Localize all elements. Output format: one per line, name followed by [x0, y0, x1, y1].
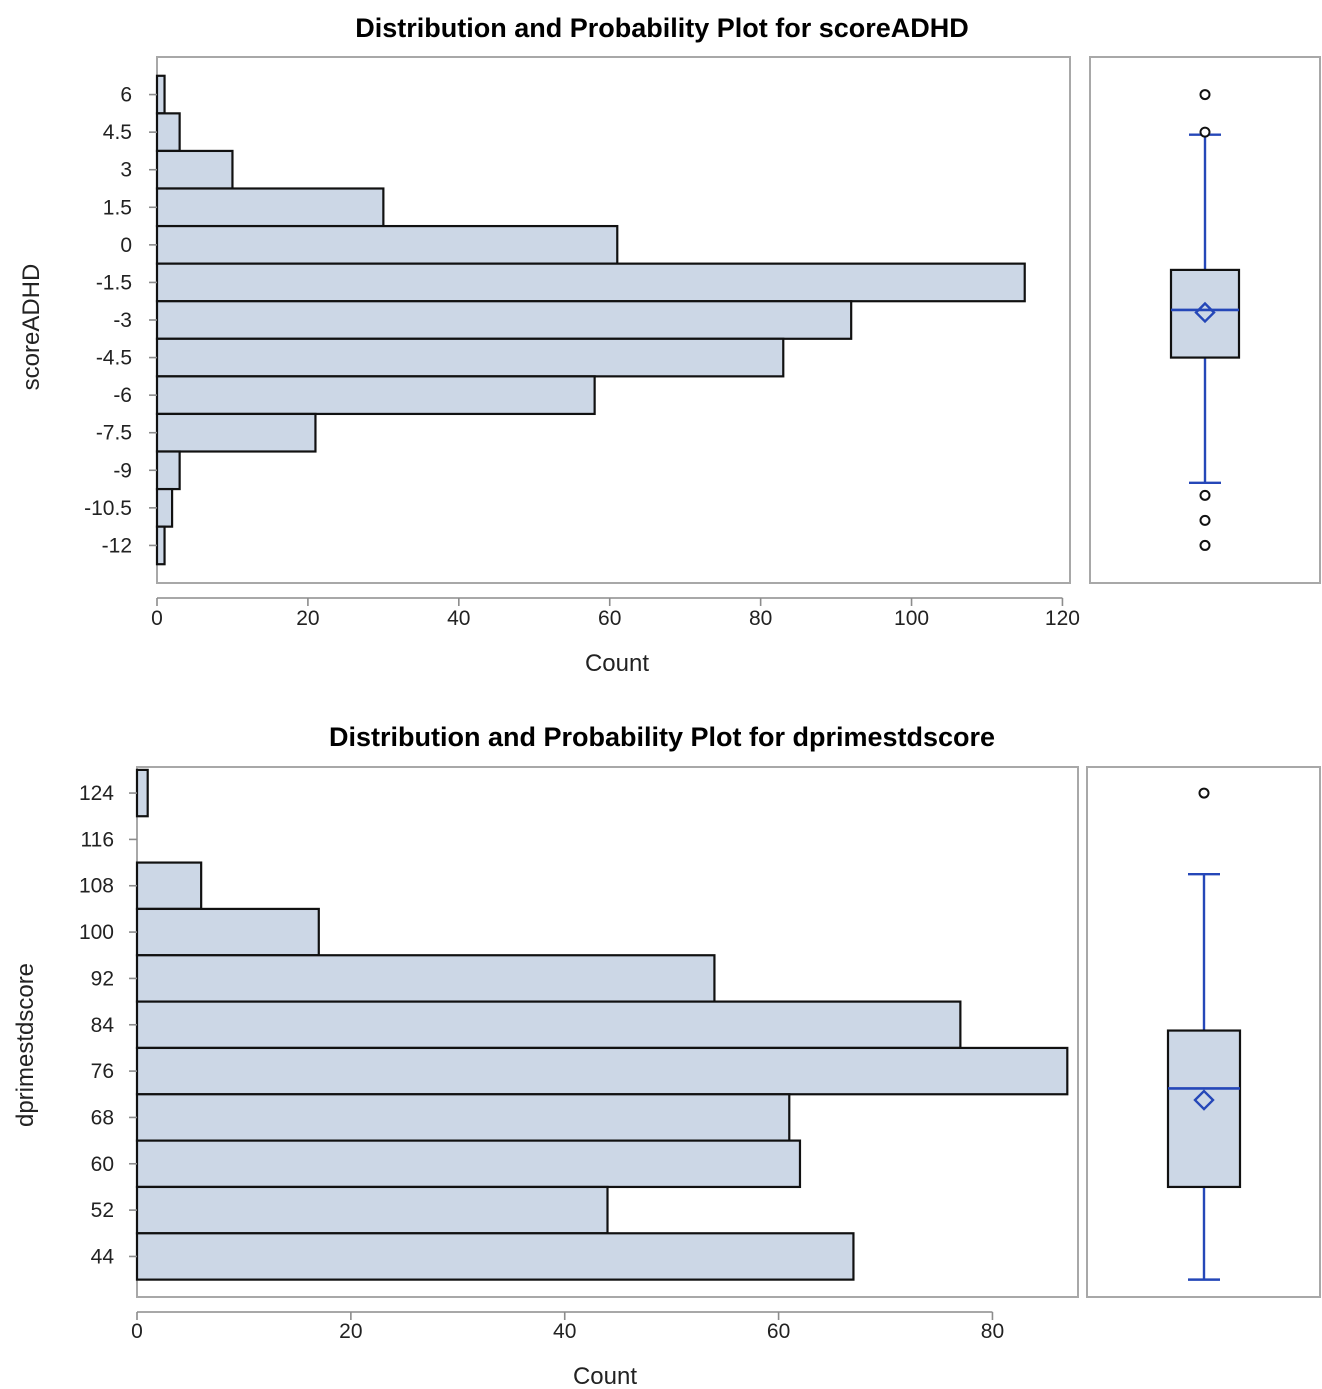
chart-dprimestdscore: Distribution and Probability Plot for dp… [12, 722, 1321, 1389]
chart-title: Distribution and Probability Plot for sc… [355, 13, 969, 43]
y-tick-label: 68 [91, 1106, 114, 1129]
histogram-bar [155, 112, 181, 153]
histogram-bar [155, 375, 596, 416]
histogram-bar [155, 412, 317, 453]
chart-title: Distribution and Probability Plot for dp… [329, 722, 995, 752]
histogram-bar [155, 187, 385, 228]
x-tick-label: 40 [553, 1320, 576, 1343]
histogram-bar [155, 74, 166, 115]
histogram-bar [155, 262, 1026, 303]
x-tick-label: 80 [981, 1320, 1004, 1343]
x-tick-label: 20 [339, 1320, 362, 1343]
histogram-bar [155, 337, 785, 378]
y-tick-label: 6 [120, 84, 132, 107]
y-tick-label: 44 [91, 1245, 115, 1268]
y-tick-label: -12 [102, 534, 132, 557]
y-tick-label: 1.5 [103, 196, 132, 219]
outlier-point [1199, 489, 1211, 501]
outlier-point [1198, 787, 1210, 799]
y-tick-label: 100 [79, 921, 114, 944]
histogram-bar [135, 954, 716, 1003]
y-tick-label: -10.5 [84, 497, 132, 520]
y-tick-label: 52 [91, 1199, 114, 1222]
y-tick-label: 4.5 [103, 121, 132, 144]
y-tick-label: -4.5 [96, 347, 132, 370]
boxplot-frame [1086, 766, 1321, 1298]
outlier-point [1199, 89, 1211, 101]
chart-scoreADHD: Distribution and Probability Plot for sc… [18, 13, 1321, 677]
y-tick-label: 116 [81, 828, 114, 851]
y-axis-label: scoreADHD [18, 264, 45, 391]
boxplot [1166, 787, 1242, 1281]
histogram-bar [135, 1093, 791, 1142]
y-tick-label: 76 [91, 1060, 114, 1083]
y-tick-label: 3 [120, 159, 132, 182]
outlier-point [1199, 514, 1211, 526]
x-axis: 0 20 40 60 80 [131, 1311, 1004, 1343]
histogram-bar [155, 487, 174, 528]
histogram-bar [155, 525, 166, 566]
y-tick-label: 108 [79, 875, 114, 898]
y-tick-label: -9 [113, 459, 132, 482]
x-axis-label: Count [585, 650, 649, 677]
histogram-bars [155, 74, 1026, 566]
histogram-bar [155, 149, 234, 190]
x-tick-label: 0 [151, 607, 163, 630]
y-tick-label: -6 [113, 384, 132, 407]
y-tick-label: -3 [113, 309, 132, 332]
boxplot [1169, 89, 1241, 551]
x-tick-label: 60 [767, 1320, 790, 1343]
x-tick-label: 120 [1045, 607, 1080, 630]
mean-marker [1193, 1089, 1215, 1111]
y-tick-label: 124 [79, 782, 114, 805]
histogram-bar [135, 1232, 855, 1281]
x-tick-label: 80 [749, 607, 772, 630]
x-tick-label: 0 [131, 1320, 143, 1343]
x-tick-label: 60 [598, 607, 621, 630]
y-tick-label: 92 [91, 967, 114, 990]
y-tick-label: -1.5 [96, 271, 132, 294]
histogram-bar [135, 1046, 1069, 1096]
histogram-bar [135, 861, 203, 911]
histogram-bar [135, 768, 149, 818]
histogram-bar [135, 907, 320, 957]
x-tick-label: 20 [296, 607, 319, 630]
y-tick-label: 84 [91, 1014, 115, 1037]
x-tick-label: 100 [894, 607, 929, 630]
outlier-point [1199, 539, 1211, 551]
histogram-bars [135, 768, 1069, 1281]
y-axis: 124 116 108 100 92 84 76 68 60 52 44 [79, 782, 137, 1268]
y-tick-label: 0 [120, 234, 132, 257]
x-axis-label: Count [573, 1363, 637, 1389]
y-tick-label: 60 [91, 1153, 114, 1176]
mean-marker [1194, 301, 1216, 324]
histogram-bar [155, 450, 181, 491]
histogram-bar [155, 300, 853, 340]
outlier-point [1199, 126, 1211, 138]
interquartile-box [1169, 268, 1241, 359]
y-axis-label: dprimestdscore [12, 963, 39, 1127]
x-tick-label: 40 [447, 607, 470, 630]
boxplot-frame [1089, 56, 1321, 584]
histogram-bar [155, 224, 619, 265]
y-tick-label: -7.5 [96, 422, 132, 445]
histogram-bar [135, 1139, 802, 1189]
y-axis: 6 4.5 3 1.5 0 -1.5 -3 -4.5 -6 -7.5 -9 -10.5 -12 [84, 84, 157, 557]
histogram-bar [135, 1185, 609, 1235]
histogram-bar [135, 1000, 962, 1050]
x-axis: 0 20 40 60 80 100 120 [151, 597, 1080, 630]
